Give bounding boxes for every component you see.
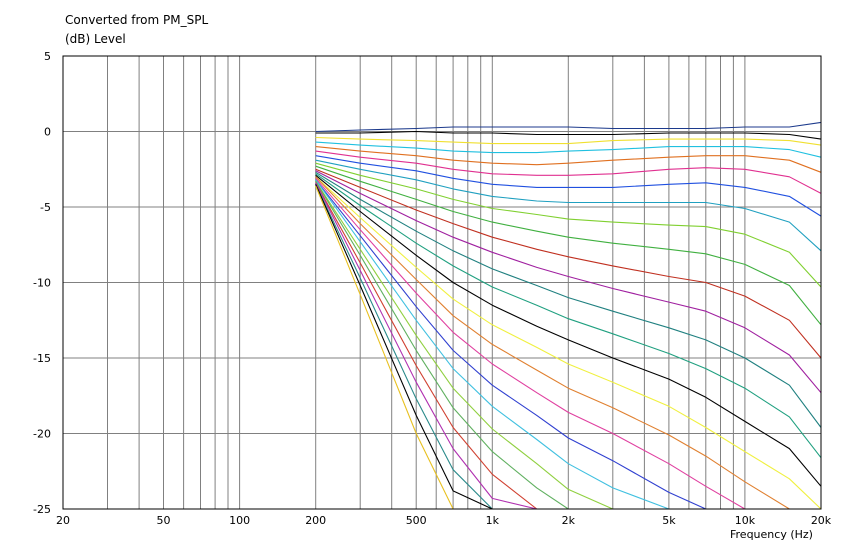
series-group: [315, 121, 822, 510]
y-axis-label: (dB) Level: [65, 32, 126, 46]
x-tick-label: 20: [56, 514, 70, 527]
x-tick-label: 500: [406, 514, 427, 527]
x-tick-label: 2k: [562, 514, 576, 527]
series-line-15: [315, 174, 822, 487]
series-line-3: [315, 136, 822, 146]
x-tick-label: 200: [305, 514, 326, 527]
series-line-17: [315, 176, 821, 510]
x-axis-label: Frequency (Hz): [730, 528, 813, 541]
y-tick-label: 0: [44, 126, 51, 139]
x-tick-label: 1k: [486, 514, 500, 527]
x-tick-labels: 20 50 100 200 500 1k 2k 5k 10k 20k: [56, 514, 832, 527]
series-line-8: [315, 159, 822, 252]
series-line-16: [315, 176, 822, 510]
series-line-4: [315, 141, 822, 158]
series-line-6: [315, 150, 822, 194]
series-line-2: [315, 130, 822, 140]
series-line-7: [315, 155, 822, 217]
y-tick-labels: 5 0 -5 -10 -15 -20 -25: [33, 50, 51, 516]
y-tick-label: 5: [44, 50, 51, 63]
y-tick-label: -25: [33, 503, 51, 516]
y-tick-label: -20: [33, 428, 51, 441]
chart-title: Converted from PM_SPL: [65, 13, 208, 27]
x-tick-label: 10k: [735, 514, 756, 527]
plot-frame: [62, 55, 822, 510]
series-line-13: [315, 171, 822, 428]
series-line-5: [315, 146, 822, 173]
x-tick-label: 5k: [662, 514, 676, 527]
series-line-11: [315, 168, 822, 359]
series-line-12: [315, 170, 822, 394]
series-line-1: [315, 121, 822, 133]
series-line-14: [315, 173, 822, 459]
series-line-9: [315, 162, 822, 288]
x-tick-label: 50: [157, 514, 171, 527]
series-line-10: [315, 165, 822, 326]
y-tick-label: -10: [33, 277, 51, 290]
x-tick-label: 20k: [811, 514, 832, 527]
y-tick-label: -5: [40, 201, 51, 214]
y-tick-label: -15: [33, 352, 51, 365]
x-tick-label: 100: [229, 514, 250, 527]
